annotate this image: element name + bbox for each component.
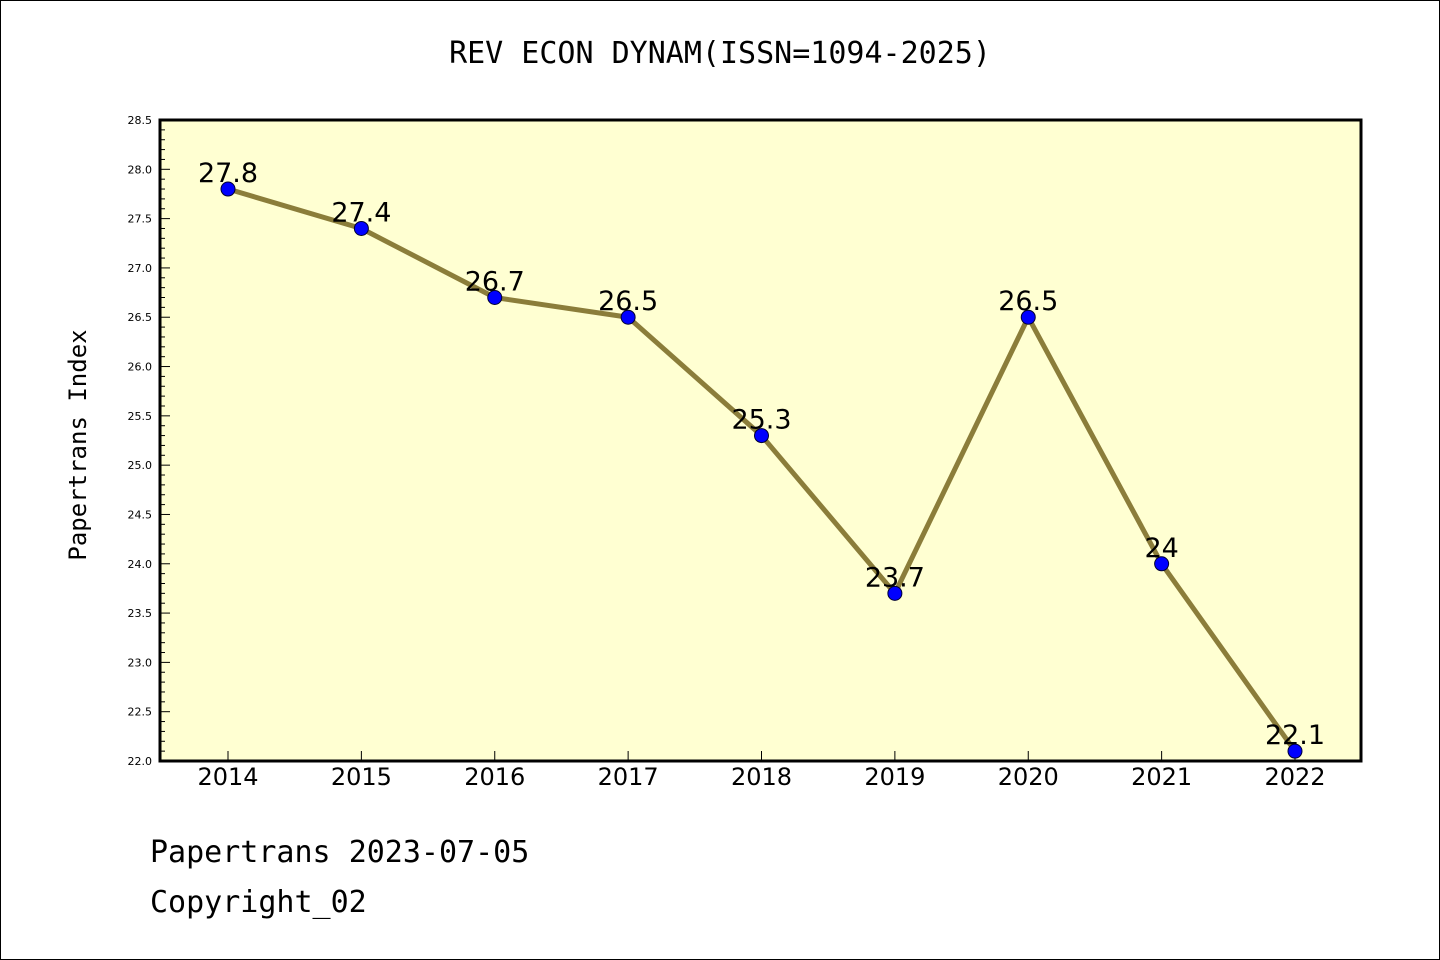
data-labels: 27.8 27.4 26.7 26.5 25.3 23.7 26.5 24 22.1 xyxy=(198,158,1325,751)
data-point xyxy=(487,290,503,306)
x-tick-label: 2017 xyxy=(598,763,659,791)
y-tick-label: 28.0 xyxy=(128,163,153,176)
y-tick-label: 25.0 xyxy=(128,459,153,472)
data-point xyxy=(353,220,369,236)
data-label: 23.7 xyxy=(865,562,925,593)
data-point xyxy=(887,585,903,601)
footer-copyright: Copyright_02 xyxy=(150,885,367,920)
y-tick-label: 23.0 xyxy=(128,656,153,669)
footer-date: 2023-07-05 xyxy=(348,835,530,870)
y-tick-label: 26.0 xyxy=(128,361,153,374)
data-point xyxy=(1020,309,1036,325)
data-label: 24 xyxy=(1144,533,1178,564)
data-point xyxy=(620,309,636,325)
footer-brand-date: Papertrans 2023-07-05 xyxy=(150,835,529,870)
x-tick-label: 2022 xyxy=(1264,763,1325,791)
x-tick-label: 2018 xyxy=(731,763,792,791)
x-tick-label: 2015 xyxy=(331,763,392,791)
data-point xyxy=(220,181,236,197)
y-tick-label: 24.5 xyxy=(128,508,153,521)
data-label: 26.5 xyxy=(598,286,658,317)
footer-brand: Papertrans xyxy=(150,835,331,870)
y-tick-label: 27.0 xyxy=(128,262,153,275)
data-point xyxy=(1287,743,1303,759)
data-label: 22.1 xyxy=(1265,720,1325,751)
x-axis: 2014 2015 2016 2017 2018 2019 2020 2021 2022 xyxy=(197,751,1326,791)
y-tick-label: 22.5 xyxy=(128,706,153,719)
y-tick-label: 23.5 xyxy=(128,607,153,620)
y-tick-label: 25.5 xyxy=(128,410,153,423)
x-tick-label: 2020 xyxy=(998,763,1059,791)
x-tick-label: 2014 xyxy=(197,763,258,791)
y-tick-label: 24.0 xyxy=(128,558,153,571)
x-tick-label: 2019 xyxy=(864,763,925,791)
data-point xyxy=(1154,556,1170,572)
y-tick-label: 28.5 xyxy=(128,114,153,127)
plot-border xyxy=(158,118,1363,763)
series-markers xyxy=(220,181,1303,759)
y-axis: 22.0 22.5 23.0 23.5 24.0 24.5 25.0 25.5 26.0 26.5… xyxy=(128,114,170,768)
y-tick-label: 22.0 xyxy=(128,755,153,768)
data-label: 26.5 xyxy=(998,286,1058,317)
data-label: 25.3 xyxy=(731,405,791,436)
chart-title: REV ECON DYNAM(ISSN=1094-2025) xyxy=(449,36,991,71)
x-tick-label: 2016 xyxy=(464,763,525,791)
data-point xyxy=(754,428,769,444)
data-label: 27.8 xyxy=(198,158,258,189)
y-tick-label: 27.5 xyxy=(128,213,153,226)
x-tick-label: 2021 xyxy=(1131,763,1192,791)
data-label: 26.7 xyxy=(465,267,525,298)
y-tick-label: 26.5 xyxy=(128,311,153,324)
data-label: 27.4 xyxy=(331,197,391,228)
